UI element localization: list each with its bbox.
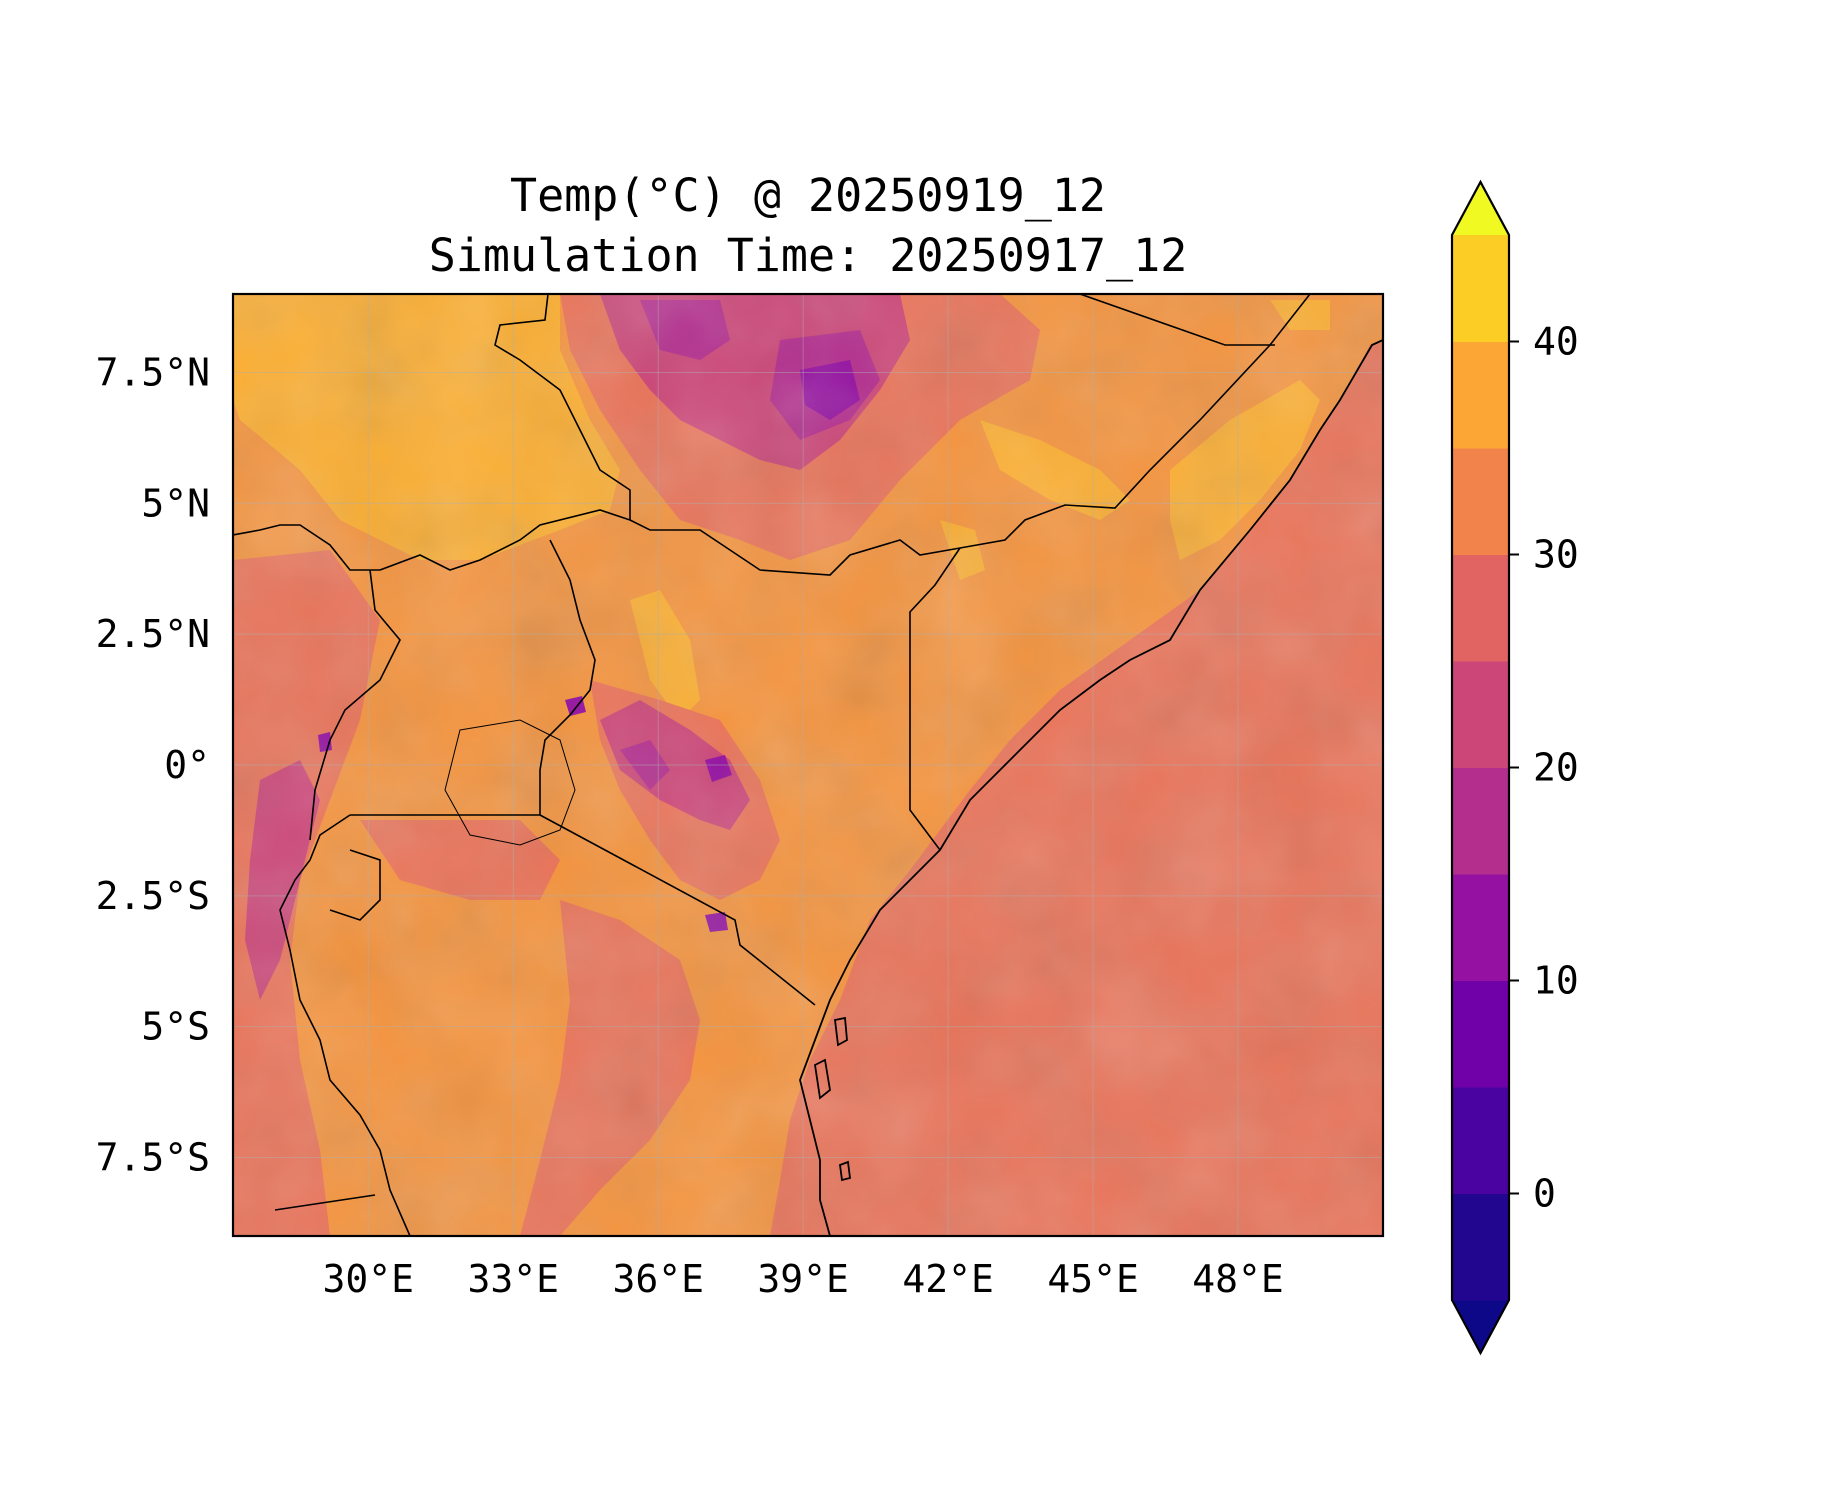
colorbar-segment	[1452, 554, 1509, 662]
island-pemba	[834, 1016, 848, 1047]
colorbar-tick-label: 10	[1533, 959, 1579, 1003]
border-ethiopia-somalia	[959, 294, 1311, 549]
colorbar-tick-label: 20	[1533, 746, 1579, 790]
colorbar-under-triangle	[1452, 1300, 1509, 1353]
map-frame	[231, 292, 1385, 1238]
island-mafia	[839, 1160, 851, 1182]
colorbar-segment	[1452, 1087, 1509, 1194]
colorbar-segment	[1452, 448, 1509, 555]
border-uganda-kenya	[539, 539, 596, 815]
y-tick-label: 2.5°N	[96, 612, 210, 656]
border-ethiopia-somaliland	[1079, 294, 1275, 346]
border-uganda-drc	[309, 569, 401, 841]
border-icon	[233, 294, 1311, 1236]
y-tick-label: 7.5°S	[96, 1136, 210, 1180]
colorbar-segment	[1452, 767, 1509, 875]
coastline-icon	[444, 339, 1383, 1236]
border-rwanda-burundi	[279, 814, 411, 1236]
gridlines	[233, 294, 1383, 1236]
colorbar-segment	[1452, 661, 1509, 768]
x-tick-label: 30°E	[323, 1257, 415, 1301]
coastline-east-africa	[799, 339, 1383, 1236]
colorbar-segment	[1452, 1193, 1509, 1301]
colorbar-over-triangle	[1452, 182, 1509, 235]
x-tick-label: 39°E	[757, 1257, 849, 1301]
map-title-line-1: Temp(°C) @ 20250919_12	[509, 169, 1107, 222]
x-tick-label: 48°E	[1192, 1257, 1284, 1301]
border-south-sudan	[233, 509, 631, 571]
y-tick-label: 7.5°N	[96, 351, 210, 395]
y-tick-label: 5°S	[141, 1005, 210, 1049]
colorbar-segment	[1452, 874, 1509, 981]
y-tick-label: 0°	[164, 743, 210, 787]
colorbar-segment	[1452, 341, 1509, 449]
y-tick-label: 2.5°S	[96, 874, 210, 918]
y-axis-ticks: 7.5°N 5°N 2.5°N 0° 2.5°S 5°S 7.5°S	[96, 351, 210, 1180]
x-axis-ticks: 30°E 33°E 36°E 39°E 42°E 45°E 48°E	[323, 1257, 1284, 1301]
border-kenya-tanzania	[539, 814, 816, 1006]
island-zanzibar	[814, 1058, 831, 1100]
border-tanganyika	[274, 1194, 376, 1211]
x-tick-label: 42°E	[902, 1257, 994, 1301]
y-tick-label: 5°N	[141, 481, 210, 525]
map-plot-area	[233, 294, 1383, 1236]
border-ethiopia-kenya	[629, 519, 961, 576]
colorbar-segment	[1452, 235, 1509, 342]
map-title-line-2: Simulation Time: 20250917_12	[428, 229, 1188, 282]
colorbar-tick-label: 30	[1533, 533, 1579, 577]
border-kenya-somalia	[909, 547, 961, 851]
colorbar-segment	[1452, 980, 1509, 1088]
lake-victoria-outline	[444, 719, 576, 846]
colorbar-tick-label: 40	[1533, 320, 1579, 364]
terrain-texture	[233, 294, 1383, 1236]
colorbar: 0 10 20 30 40	[1450, 179, 1579, 1356]
x-tick-label: 36°E	[612, 1257, 704, 1301]
x-tick-label: 45°E	[1047, 1257, 1139, 1301]
x-tick-label: 33°E	[467, 1257, 559, 1301]
border-sudan-ethiopia	[494, 294, 631, 520]
colorbar-tick-label: 0	[1533, 1172, 1556, 1216]
border-burundi-tz	[329, 849, 381, 921]
colorbar-outline	[1450, 179, 1511, 1356]
